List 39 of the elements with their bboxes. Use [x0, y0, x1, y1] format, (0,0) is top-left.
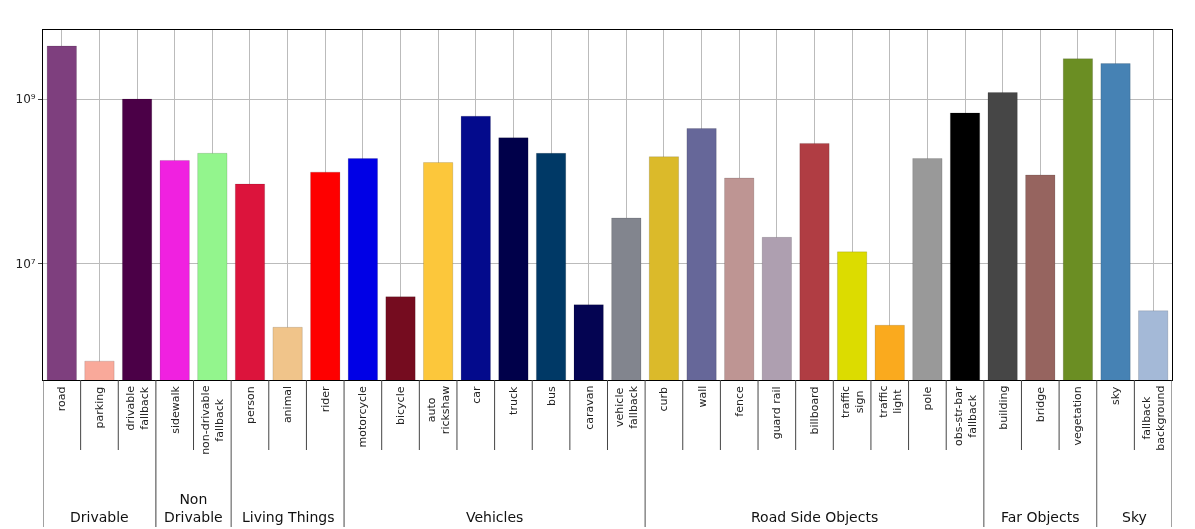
x-tick-label: rider	[319, 385, 333, 413]
x-tick-label: sidewalk	[168, 385, 182, 434]
x-tick-label: truck	[506, 386, 520, 415]
x-axis-title: Non Drivable	[164, 491, 223, 526]
x-tick-label: traffic sign	[839, 385, 867, 419]
x-tick-label: motorcycle	[356, 385, 370, 448]
x-tick-label: guard rail	[770, 386, 784, 440]
x-axis-title: Vehicles	[466, 509, 524, 525]
x-tick-label: sky	[1109, 386, 1123, 406]
x-tick-label: non-drivable fallback	[198, 385, 227, 455]
x-tick-label: bridge	[1034, 386, 1048, 423]
x-tick-label: car	[469, 386, 483, 404]
x-tick-label: wall	[695, 385, 709, 408]
x-tick-label: building	[996, 385, 1010, 430]
x-tick-label: vehicle fallback	[612, 385, 641, 429]
x-tick-label: vegetation	[1071, 386, 1085, 446]
x-tick-label: bus	[545, 386, 559, 407]
y-tick-label: 10⁷	[15, 257, 36, 272]
x-tick-label: animal	[281, 385, 295, 424]
x-axis-title: Road Side Objects	[751, 509, 879, 525]
x-axis-title: Drivable	[70, 509, 129, 525]
y-tick-label: 10⁹	[15, 92, 36, 107]
x-tick-label: bicycle	[394, 386, 408, 426]
x-tick-label: caravan	[582, 385, 596, 430]
x-axis-title: Sky	[1122, 509, 1147, 525]
x-tick-label: drivable fallback	[123, 385, 151, 431]
x-tick-label: parking	[93, 386, 107, 429]
x-tick-label: road	[55, 386, 69, 412]
x-tick-label: fence	[732, 386, 746, 417]
x-tick-label: obs-str-bar fallback	[952, 386, 980, 447]
x-tick-label: curb	[657, 386, 671, 412]
x-axis-title: Living Things	[242, 509, 335, 525]
x-tick-label: fallback background	[1139, 385, 1167, 451]
x-tick-label: person	[243, 386, 257, 424]
x-tick-label: billboard	[808, 386, 822, 435]
x-tick-label: pole	[921, 386, 935, 411]
x-axis-title: Far Objects	[1001, 509, 1080, 525]
x-tick-label: traffic light	[876, 385, 905, 418]
x-tick-label: auto rickshaw	[425, 385, 453, 435]
